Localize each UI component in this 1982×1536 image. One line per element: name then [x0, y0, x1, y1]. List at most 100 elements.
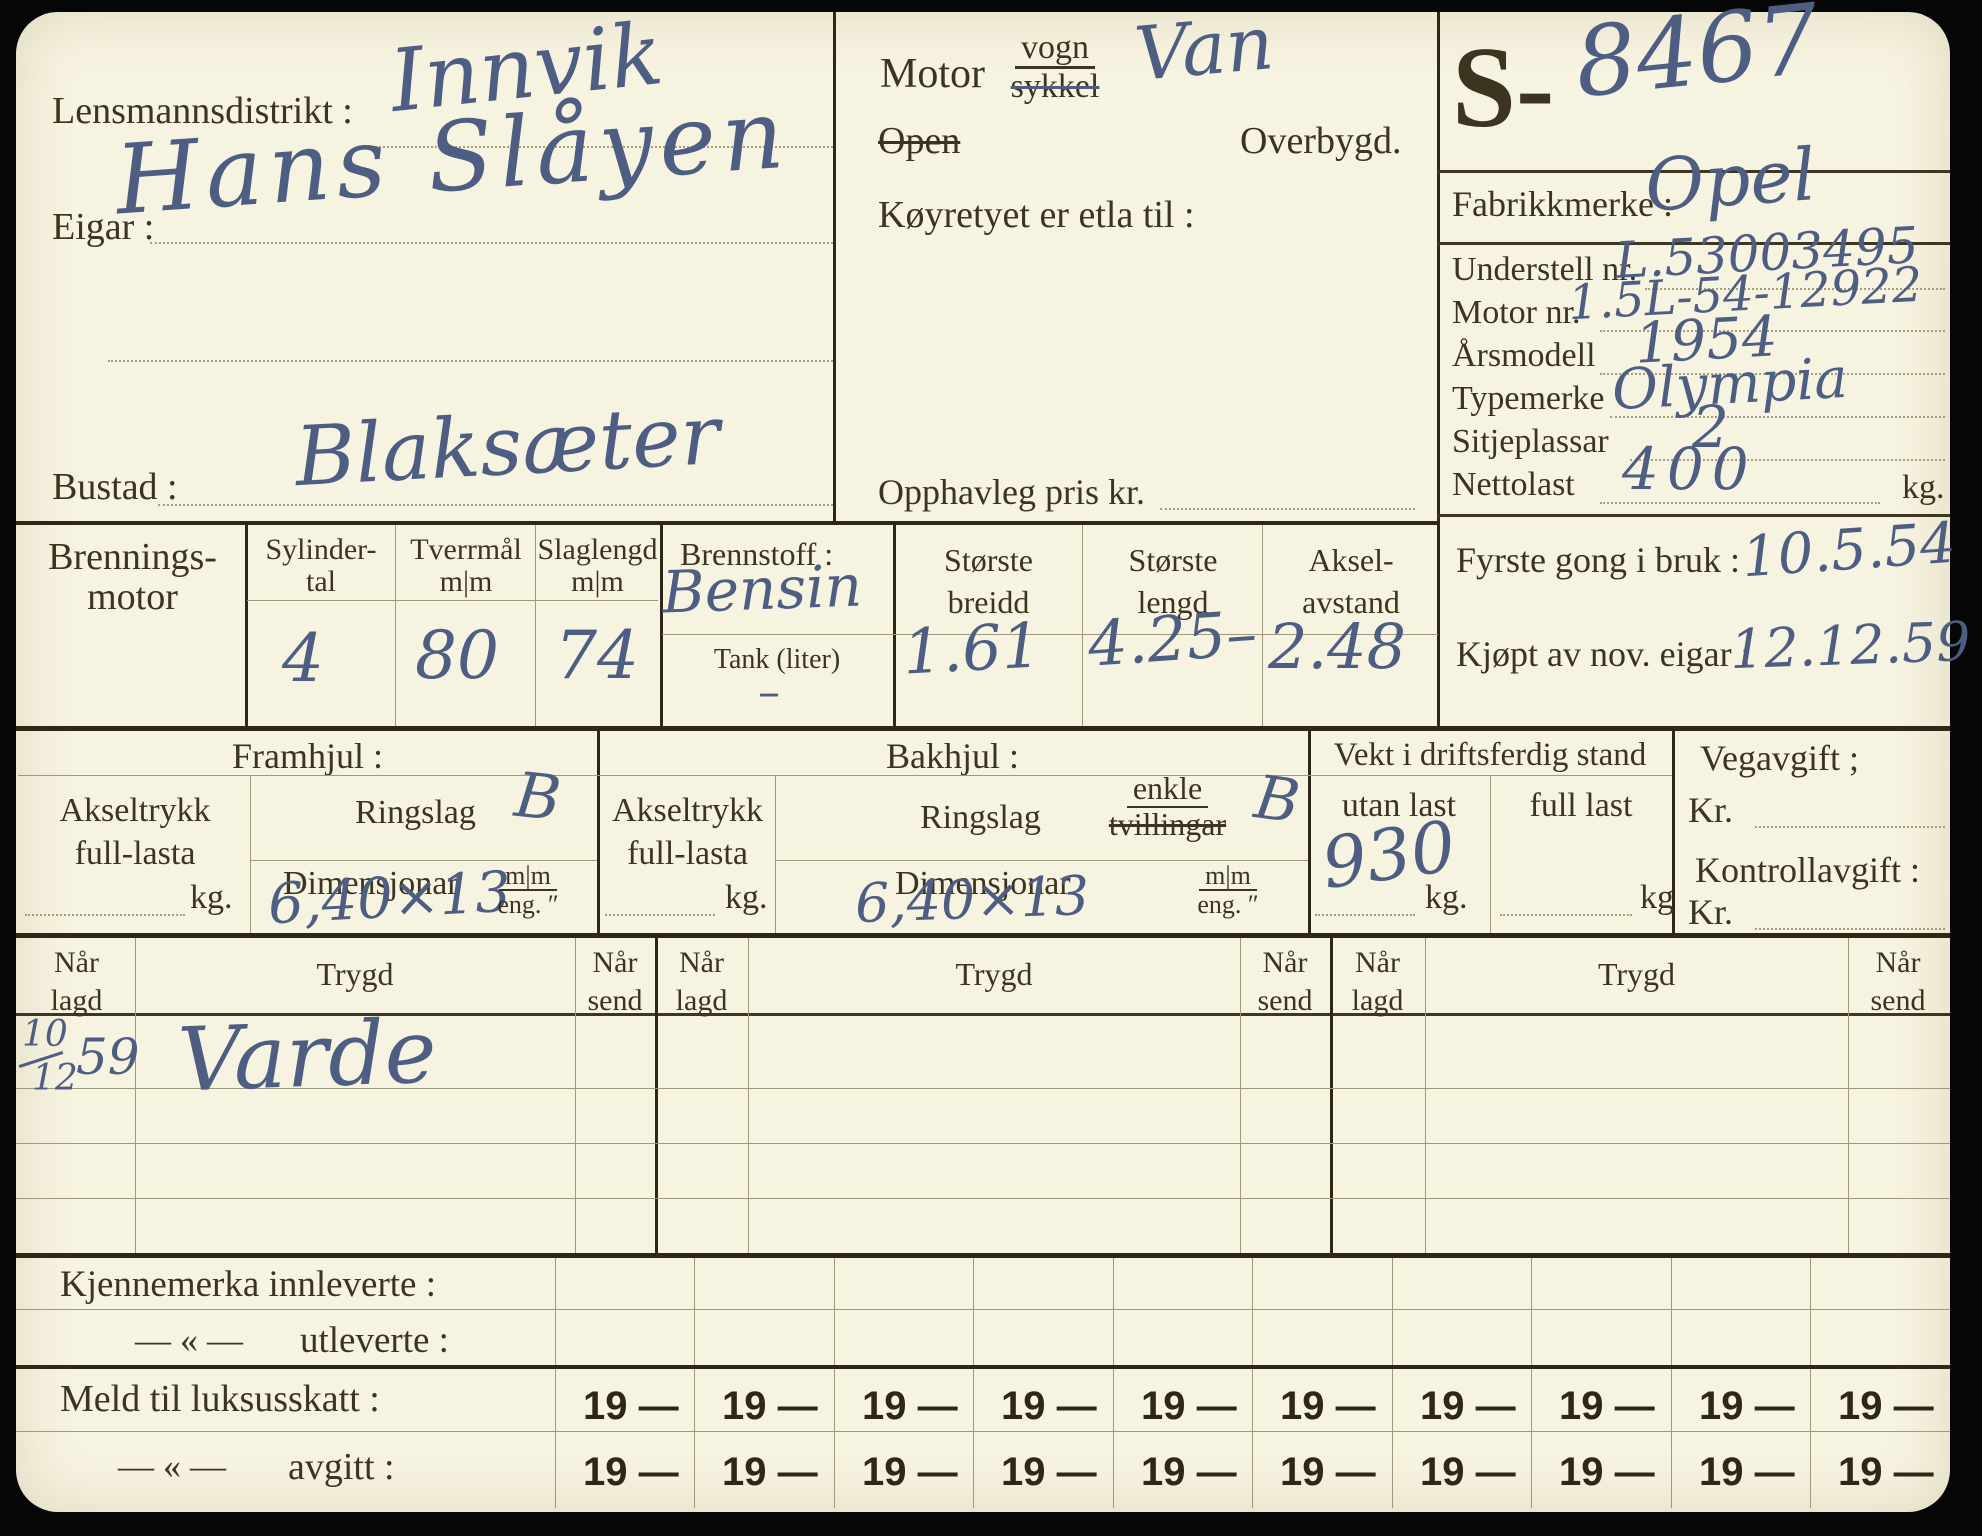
rule — [1437, 242, 1950, 245]
row-line — [655, 1088, 1330, 1089]
rule — [662, 634, 1438, 635]
row-line — [16, 1198, 655, 1199]
rule — [1437, 170, 1950, 173]
cylinders-line2: tal — [306, 564, 336, 598]
wheelbase-line2: avstand — [1302, 583, 1400, 620]
divider — [1671, 1369, 1672, 1508]
district-label: Lensmannsdistrikt : — [52, 90, 353, 132]
type-value-handwriting: Olympia — [1610, 345, 1850, 424]
rear-dim-label: Dimensjonar — [895, 865, 1071, 902]
wheelbase-line1: Aksel- — [1308, 542, 1394, 578]
divider — [1392, 1258, 1393, 1365]
front-axle-kg: kg. — [190, 879, 233, 916]
rear-ring-options: enkle tvillingar — [1075, 771, 1260, 841]
nar: Når — [679, 946, 724, 979]
divider — [555, 1369, 556, 1508]
luxury-tax-label: Meld til luksusskatt : — [60, 1378, 380, 1420]
seats-line — [1630, 459, 1945, 461]
bore-line1: Tverrmål — [410, 533, 522, 566]
payload-unit: kg. — [1902, 469, 1945, 506]
wheelbase-value-handwriting: 2.48 — [1268, 610, 1407, 683]
fuel-label: Brennstoff : — [680, 536, 834, 572]
year-cell: 19 — — [1559, 1384, 1655, 1428]
engine-no-label: Motor nr. — [1452, 294, 1581, 331]
entry-day-handwriting: 10 — [22, 1014, 68, 1055]
divider — [1082, 525, 1083, 726]
reg-number-handwriting: 8467 — [1569, 0, 1825, 120]
control-fee-kr: Kr. — [1688, 892, 1733, 932]
type-label: Typemerke — [1452, 380, 1605, 417]
motor-type-fraction: vogn sykkel — [985, 30, 1125, 104]
mm-label: m|m — [499, 862, 557, 892]
divider — [973, 1369, 974, 1508]
divider — [597, 731, 600, 933]
engine-section-line1: Brennings- — [48, 536, 217, 578]
payload-label: Nettolast — [1452, 466, 1575, 503]
control-fee-label: Kontrollavgift : — [1695, 850, 1920, 890]
row-line — [655, 1198, 1330, 1199]
front-ring-label: Ringslag — [355, 794, 476, 831]
cylinders-header: Sylinder-tal — [247, 534, 395, 597]
width-header: Største breidd — [895, 540, 1082, 623]
tax-off-label: avgitt : — [288, 1446, 395, 1488]
first-use-label: Fyrste gong i bruk : — [1456, 540, 1740, 580]
divider — [1392, 1369, 1393, 1508]
divider — [535, 525, 536, 726]
road-tax-line — [1755, 826, 1945, 828]
control-fee-line — [1755, 928, 1945, 930]
divider — [395, 525, 396, 726]
rear-dim-unit: m|m eng. ″ — [1178, 862, 1278, 919]
purpose-label: Køyretyet er etla til : — [878, 194, 1195, 236]
bought-label: Kjøpt av nov. eigar : — [1456, 634, 1751, 674]
stroke-header: Slaglengd m|m — [537, 534, 658, 597]
year-cell: 19 — — [1699, 1450, 1795, 1494]
weight-title: Vekt i driftsferdig stand — [1333, 737, 1647, 773]
year-cell: 19 — — [1838, 1384, 1934, 1428]
when-sent-header-1: Når send — [575, 944, 655, 1019]
year-cell: 19 — — [1001, 1450, 1097, 1494]
divider — [1330, 938, 1333, 1253]
rule-insurance-top — [16, 933, 1950, 938]
eng-label: eng. ″ — [1197, 890, 1259, 920]
divider — [1672, 731, 1675, 933]
front-dim-unit: m|m eng. ″ — [478, 862, 578, 919]
divider — [1262, 525, 1263, 726]
row-line — [16, 1143, 655, 1144]
rear-ring-value-handwriting: B — [1250, 762, 1304, 838]
divider — [1425, 938, 1426, 1253]
year-cell: 19 — — [1141, 1450, 1237, 1494]
divider — [1531, 1369, 1532, 1508]
year-cell: 19 — — [1559, 1450, 1655, 1494]
weight-empty-kg: kg. — [1425, 879, 1468, 916]
motor-label: Motor — [880, 51, 985, 97]
payload-line — [1600, 502, 1880, 504]
divider — [1490, 775, 1491, 933]
model-year-label: Årsmodell — [1452, 337, 1596, 374]
when-sent-header-3: Når send — [1848, 944, 1948, 1019]
divider — [893, 525, 896, 726]
when-filed-header-1: Når lagd — [18, 944, 135, 1019]
residence-label: Bustad : — [52, 466, 178, 508]
divider — [660, 525, 663, 726]
stroke-line1: Slaglengd — [537, 533, 658, 566]
residence-line — [158, 504, 833, 506]
weight-full-line — [1500, 914, 1632, 916]
send: send — [1870, 983, 1926, 1017]
rule-engine-top — [16, 521, 1440, 525]
seats-value-handwriting: 2 — [1692, 393, 1729, 461]
mm-label: m|m — [1199, 862, 1257, 892]
tank-value-handwriting: – — [758, 667, 780, 718]
axle-line1: Akseltrykk — [59, 792, 211, 829]
length-line1: Største — [1128, 542, 1218, 578]
divider — [245, 525, 248, 726]
year-cell: 19 — — [862, 1384, 958, 1428]
year-cell: 19 — — [583, 1384, 679, 1428]
rear-axle-label: Akseltrykk full-lasta — [600, 790, 775, 875]
axle-line2: full-lasta — [74, 834, 196, 872]
rule — [18, 775, 597, 776]
divider — [1308, 731, 1311, 933]
original-price-label: Opphavleg pris kr. — [878, 472, 1145, 512]
width-line2: breidd — [947, 583, 1030, 620]
divider — [834, 1258, 835, 1365]
nar: Når — [1262, 946, 1308, 979]
